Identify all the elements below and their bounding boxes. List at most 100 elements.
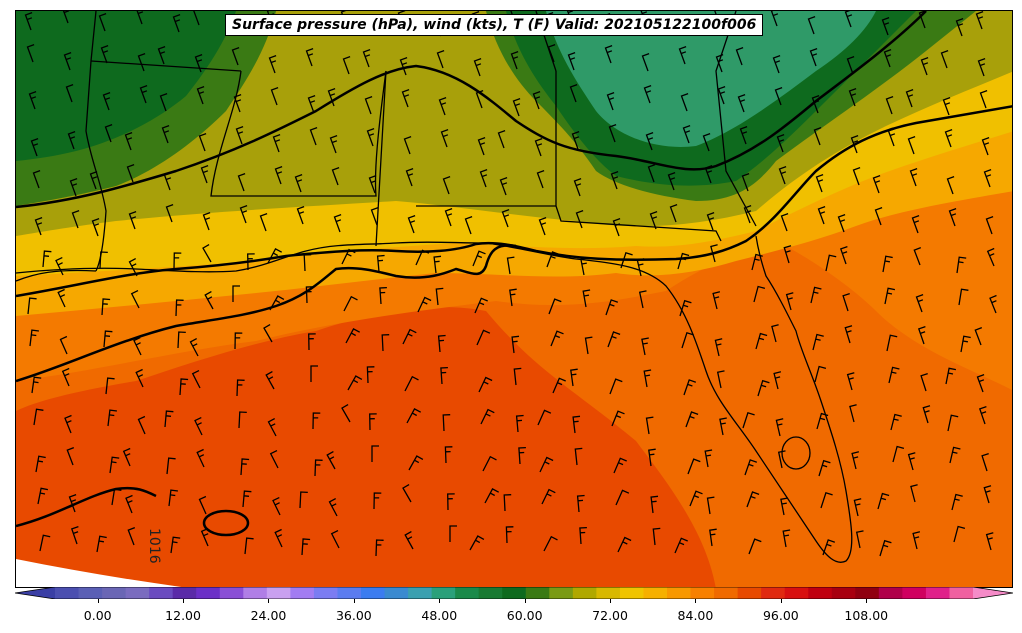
wind-barb: [780, 497, 788, 516]
wind-barb: [312, 412, 321, 430]
wind-barb: [177, 331, 186, 349]
colorbar-segment: [243, 587, 268, 599]
wind-barb: [979, 89, 988, 109]
colorbar-segment: [596, 587, 621, 599]
wind-barb: [839, 245, 848, 265]
wind-barb: [417, 296, 432, 313]
wind-barb: [202, 244, 212, 263]
wind-barb: [39, 534, 51, 552]
wind-barb: [369, 413, 377, 431]
wind-barb: [509, 288, 517, 307]
wind-barb: [124, 131, 133, 151]
wind-barb: [347, 375, 363, 391]
wind-barb: [37, 487, 49, 505]
wind-barb: [818, 459, 831, 477]
colorbar-segment: [690, 587, 715, 599]
wind-barb: [611, 410, 625, 427]
wind-barb: [480, 408, 495, 425]
gulf-coastline: [16, 235, 853, 563]
wind-barb: [641, 52, 650, 72]
wind-barb: [755, 332, 768, 350]
wind-barb: [569, 83, 578, 103]
wind-barb: [682, 124, 691, 144]
wind-barb: [917, 325, 926, 345]
wind-barb: [506, 256, 515, 275]
wind-barb: [274, 165, 283, 185]
wind-barb: [985, 532, 994, 551]
wind-barb: [305, 47, 314, 67]
colorbar-segment: [784, 587, 809, 599]
wind-barb: [305, 286, 314, 304]
wind-barb: [381, 334, 390, 352]
wind-barb: [301, 538, 311, 556]
wind-barb: [605, 299, 619, 316]
wind-barb: [196, 85, 205, 105]
wind-barb: [299, 491, 308, 509]
wind-barb: [842, 292, 850, 312]
wind-barb: [813, 126, 822, 146]
colorbar-segment: [172, 587, 197, 599]
colorbar-segment: [902, 587, 927, 599]
wind-barb: [401, 88, 410, 108]
wind-barb: [773, 371, 782, 390]
wind-barb: [888, 366, 900, 384]
colorbar-segment: [737, 587, 762, 599]
wind-barb: [951, 493, 963, 511]
wind-barb: [139, 84, 148, 104]
wind-barb: [28, 90, 37, 110]
wind-barb: [406, 408, 422, 424]
colorbar-tick-mark: [610, 599, 612, 603]
wind-barb: [649, 210, 658, 230]
wind-barb: [615, 489, 630, 506]
isobar-value-label: 1016: [146, 528, 162, 564]
colorbar-tick-label: 24.00: [250, 608, 287, 623]
wind-barb: [683, 379, 697, 396]
wind-barb: [362, 48, 371, 68]
colorbar-tick-mark: [866, 599, 868, 603]
map-title: Surface pressure (hPa), wind (kts), T (F…: [225, 14, 764, 36]
wind-barb: [940, 49, 949, 69]
wind-barb: [69, 177, 78, 197]
wind-barb: [31, 376, 42, 394]
wind-barb: [107, 409, 117, 427]
wind-barb: [501, 208, 510, 228]
colorbar-tick-label: 12.00: [165, 608, 201, 623]
colorbar-tick-mark: [780, 599, 782, 603]
wind-barb: [163, 171, 172, 191]
wind-barb: [817, 205, 826, 225]
wind-barb: [550, 330, 564, 347]
wind-barb: [366, 366, 375, 384]
wind-barb: [194, 53, 203, 73]
wind-barbs: [24, 11, 997, 557]
wind-barb: [179, 378, 189, 396]
wind-barb: [989, 294, 997, 314]
wind-barb: [975, 11, 984, 30]
wind-barb: [33, 408, 44, 426]
wind-barb: [433, 255, 442, 274]
wind-barb: [440, 366, 448, 385]
wind-barb: [958, 288, 969, 306]
wind-barb: [652, 527, 661, 546]
wind-barb: [853, 498, 862, 517]
wind-barb: [473, 57, 482, 77]
wind-barb: [778, 165, 787, 185]
wind-barb: [510, 50, 519, 70]
wind-barb: [366, 127, 375, 147]
wind-barb: [872, 174, 881, 194]
wind-barb: [202, 211, 211, 231]
wind-barb: [645, 416, 654, 435]
wind-barb: [476, 329, 491, 346]
wind-barb: [329, 134, 338, 154]
wind-barb: [580, 257, 588, 276]
wind-barb: [848, 87, 857, 107]
wind-barb: [103, 330, 113, 348]
wind-barb: [196, 448, 205, 468]
colorbar-segment: [949, 587, 974, 599]
wind-barb: [775, 418, 784, 437]
wind-barb: [270, 86, 279, 106]
wind-barb: [757, 379, 770, 397]
colorbar-segment: [478, 587, 503, 599]
colorbar-tick-label: 60.00: [506, 608, 543, 623]
wind-barb: [572, 415, 581, 434]
colorbar-tick-mark: [97, 599, 99, 603]
